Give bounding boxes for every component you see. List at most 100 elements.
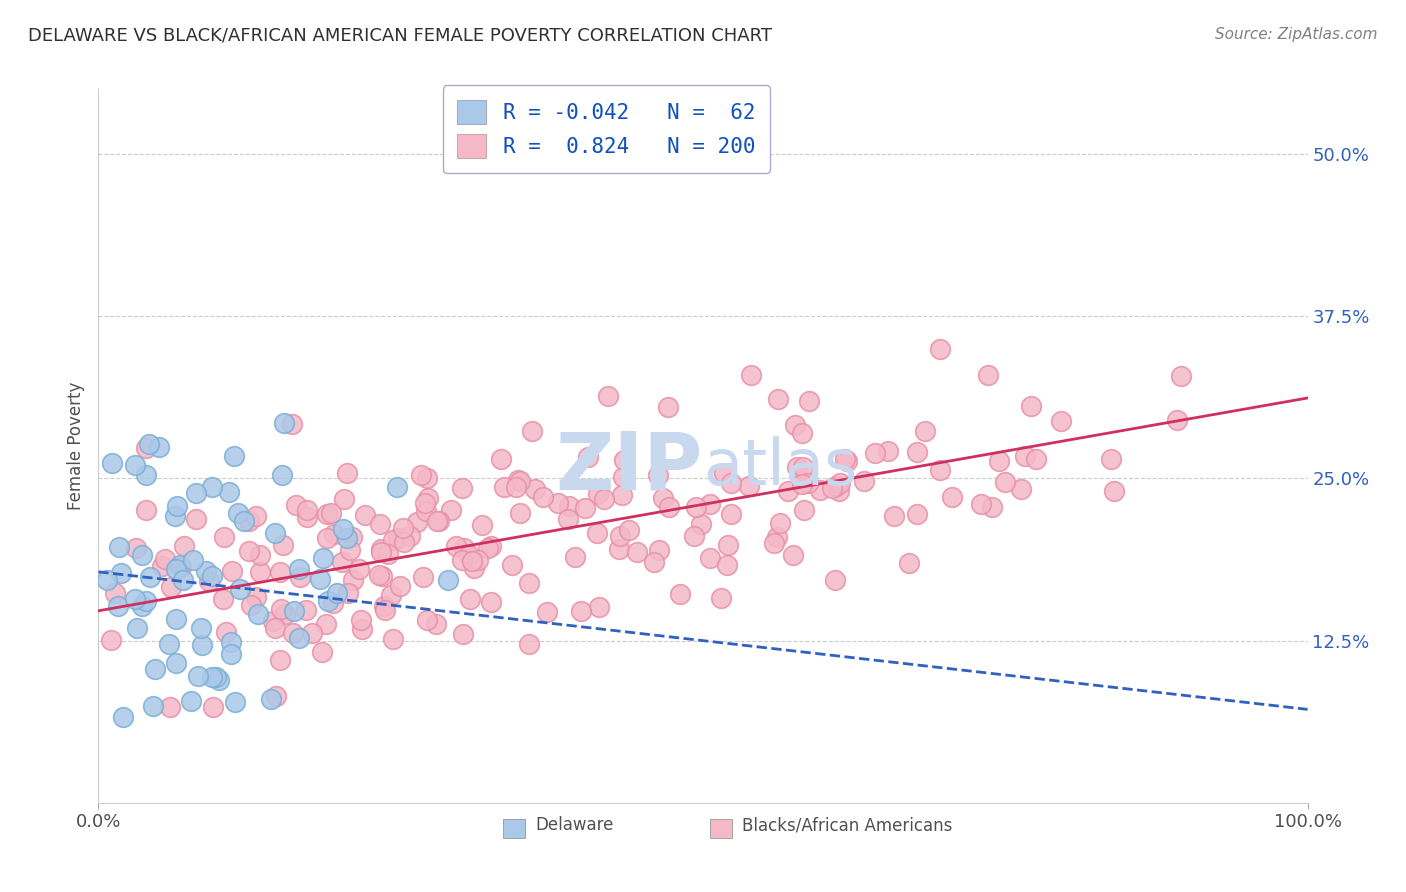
- Point: [124, 591, 146, 606]
- Point: [406, 516, 429, 530]
- Point: [269, 565, 291, 579]
- Point: [354, 508, 377, 523]
- Point: [830, 475, 852, 490]
- Point: [710, 591, 733, 605]
- Point: [1166, 413, 1188, 427]
- Point: [190, 621, 212, 635]
- Point: [170, 560, 193, 574]
- Point: [657, 400, 679, 414]
- Point: [619, 524, 641, 538]
- Point: [163, 508, 186, 523]
- Point: [523, 482, 546, 496]
- Point: [221, 564, 243, 578]
- Point: [336, 585, 359, 599]
- Point: [898, 556, 921, 570]
- Point: [205, 669, 228, 683]
- Point: [471, 517, 494, 532]
- Point: [412, 570, 434, 584]
- Point: [436, 573, 458, 587]
- Point: [273, 607, 295, 621]
- Point: [827, 483, 849, 498]
- Point: [110, 566, 132, 580]
- Point: [479, 595, 502, 609]
- Point: [232, 514, 254, 528]
- Point: [326, 586, 349, 600]
- Point: [166, 499, 188, 513]
- Point: [370, 541, 392, 556]
- Point: [425, 616, 447, 631]
- Point: [607, 541, 630, 556]
- Point: [316, 594, 339, 608]
- Point: [309, 572, 332, 586]
- Point: [330, 555, 353, 569]
- Point: [981, 500, 1004, 515]
- Point: [322, 596, 344, 610]
- Point: [245, 509, 267, 524]
- Point: [211, 591, 233, 606]
- Point: [444, 539, 467, 553]
- Point: [249, 565, 271, 579]
- Point: [977, 368, 1000, 382]
- Point: [336, 531, 359, 545]
- Point: [766, 530, 789, 544]
- Point: [558, 499, 581, 513]
- Point: [451, 553, 474, 567]
- Point: [260, 691, 283, 706]
- Point: [905, 445, 928, 459]
- Point: [647, 467, 669, 482]
- Point: [690, 516, 713, 531]
- Point: [427, 514, 450, 528]
- Point: [416, 491, 439, 505]
- Point: [240, 598, 263, 612]
- Point: [835, 453, 858, 467]
- Point: [969, 497, 991, 511]
- Point: [316, 532, 339, 546]
- Point: [626, 545, 648, 559]
- Point: [588, 600, 610, 615]
- Point: [852, 474, 875, 488]
- Point: [914, 424, 936, 438]
- Point: [107, 599, 129, 613]
- Point: [319, 507, 342, 521]
- Point: [311, 645, 333, 659]
- Text: DELAWARE VS BLACK/AFRICAN AMERICAN FEMALE POVERTY CORRELATION CHART: DELAWARE VS BLACK/AFRICAN AMERICAN FEMAL…: [28, 27, 772, 45]
- Point: [380, 588, 402, 602]
- Point: [467, 552, 489, 566]
- Point: [522, 424, 544, 438]
- Point: [142, 698, 165, 713]
- Point: [371, 569, 394, 583]
- Point: [374, 603, 396, 617]
- Point: [347, 562, 370, 576]
- Point: [135, 503, 157, 517]
- Point: [440, 502, 463, 516]
- Point: [824, 479, 846, 493]
- Point: [288, 569, 311, 583]
- Text: Blacks/African Americans: Blacks/African Americans: [742, 816, 953, 834]
- Point: [658, 500, 681, 514]
- Point: [425, 515, 447, 529]
- Point: [191, 638, 214, 652]
- Point: [100, 632, 122, 647]
- Point: [183, 553, 205, 567]
- Point: [450, 481, 472, 495]
- Point: [150, 559, 173, 574]
- Point: [994, 475, 1017, 490]
- Point: [262, 615, 284, 629]
- Point: [316, 507, 339, 521]
- Point: [186, 512, 208, 526]
- Point: [494, 480, 516, 494]
- Point: [790, 477, 813, 491]
- Point: [612, 470, 634, 484]
- Point: [148, 440, 170, 454]
- Point: [229, 582, 252, 597]
- Point: [652, 491, 675, 506]
- Point: [415, 504, 437, 518]
- Point: [312, 551, 335, 566]
- Point: [453, 627, 475, 641]
- Point: [564, 549, 586, 564]
- Point: [288, 631, 311, 645]
- Point: [249, 549, 271, 563]
- Point: [411, 468, 433, 483]
- Point: [720, 507, 742, 521]
- Point: [461, 554, 484, 568]
